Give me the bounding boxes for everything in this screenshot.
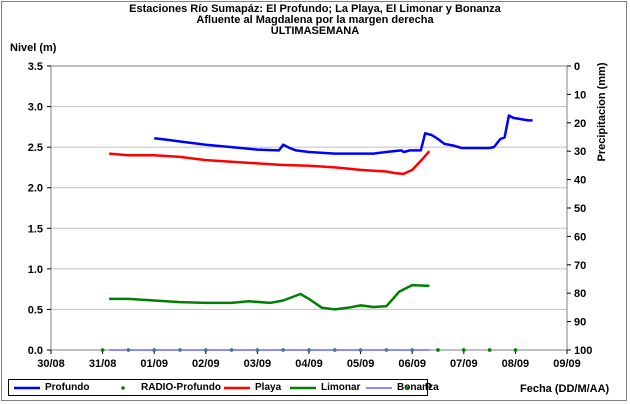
series-line-profundo	[154, 114, 533, 155]
chart-title-line-2: Afluente al Magdalena por la margen dere…	[196, 14, 434, 26]
y-tick-label: 0.5	[28, 304, 43, 316]
data-point-p	[462, 348, 466, 352]
y2-tick-label: 60	[574, 231, 586, 243]
legend-swatch-profundo	[14, 386, 40, 390]
y-tick-label: 0.0	[28, 345, 43, 357]
x-tick-label: 08/09	[502, 358, 530, 370]
series-line-playa	[108, 150, 431, 176]
legend-swatch-radio-profundo	[121, 386, 125, 390]
legend-label-bonanza: Bonanza	[397, 382, 439, 393]
y-axis-title: Nivel (m)	[10, 42, 57, 54]
y-tick-label: 3.0	[28, 102, 43, 114]
y2-tick-label: 30	[574, 146, 586, 158]
y2-tick-label: 40	[574, 175, 586, 187]
y-tick-label: 2.0	[28, 183, 43, 195]
data-point-p	[487, 348, 492, 352]
legend: Profundo RADIO-Profundo Playa Limonar Bo…	[8, 379, 439, 396]
chart-title: Estaciones Río Sumapáz: El Profundo; La …	[0, 4, 630, 37]
legend-label-playa: Playa	[255, 382, 282, 393]
x-tick-label: 04/09	[295, 358, 323, 370]
y2-tick-label: 10	[574, 89, 586, 101]
y2-tick-label: 70	[574, 260, 586, 272]
x-tick-label: 02/09	[192, 358, 220, 370]
y2-tick-label: 50	[574, 203, 586, 215]
x-tick-label: 06/09	[398, 358, 426, 370]
legend-label-p: P	[425, 382, 432, 393]
series-line-limonar	[109, 283, 430, 311]
legend-label-limonar: Limonar	[321, 382, 361, 393]
x-tick-label: 03/09	[244, 358, 272, 370]
x-tick-label: 31/08	[89, 358, 117, 370]
x-tick-label: 05/09	[347, 358, 375, 370]
plot-area	[50, 65, 568, 351]
legend-swatch-limonar	[290, 386, 316, 390]
data-point-radio-profundo	[513, 348, 518, 352]
x-axis-title: Fecha (DD/M/AA)	[520, 383, 610, 395]
legend-swatch-bonanza	[366, 387, 392, 389]
y2-tick-label: 90	[574, 317, 586, 329]
y2-tick-label: 20	[574, 118, 586, 130]
data-point-radio-profundo	[100, 348, 105, 352]
y-tick-label: 1.5	[28, 223, 43, 235]
y2-tick-label: 100	[574, 345, 592, 357]
chart-title-line-3: ULTIMASEMANA	[270, 25, 360, 37]
legend-label-radio-profundo: RADIO-Profundo	[141, 382, 221, 393]
legend-label-profundo: Profundo	[45, 382, 90, 393]
y2-tick-label: 0	[574, 61, 580, 73]
legend-swatch-p	[405, 386, 409, 390]
x-tick-label: 01/09	[140, 358, 168, 370]
y-tick-label: 3.5	[28, 61, 43, 73]
chart-title-line-1: Estaciones Río Sumapáz: El Profundo; La …	[129, 3, 501, 15]
x-tick-label: 30/08	[37, 358, 65, 370]
y-tick-label: 2.5	[28, 142, 43, 154]
x-tick-label: 07/09	[450, 358, 478, 370]
y2-tick-label: 80	[574, 288, 586, 300]
y-tick-label: 1.0	[28, 264, 43, 276]
x-tick-label: 09/09	[553, 358, 581, 370]
data-point-p	[436, 348, 440, 352]
legend-swatch-playa	[224, 386, 250, 390]
